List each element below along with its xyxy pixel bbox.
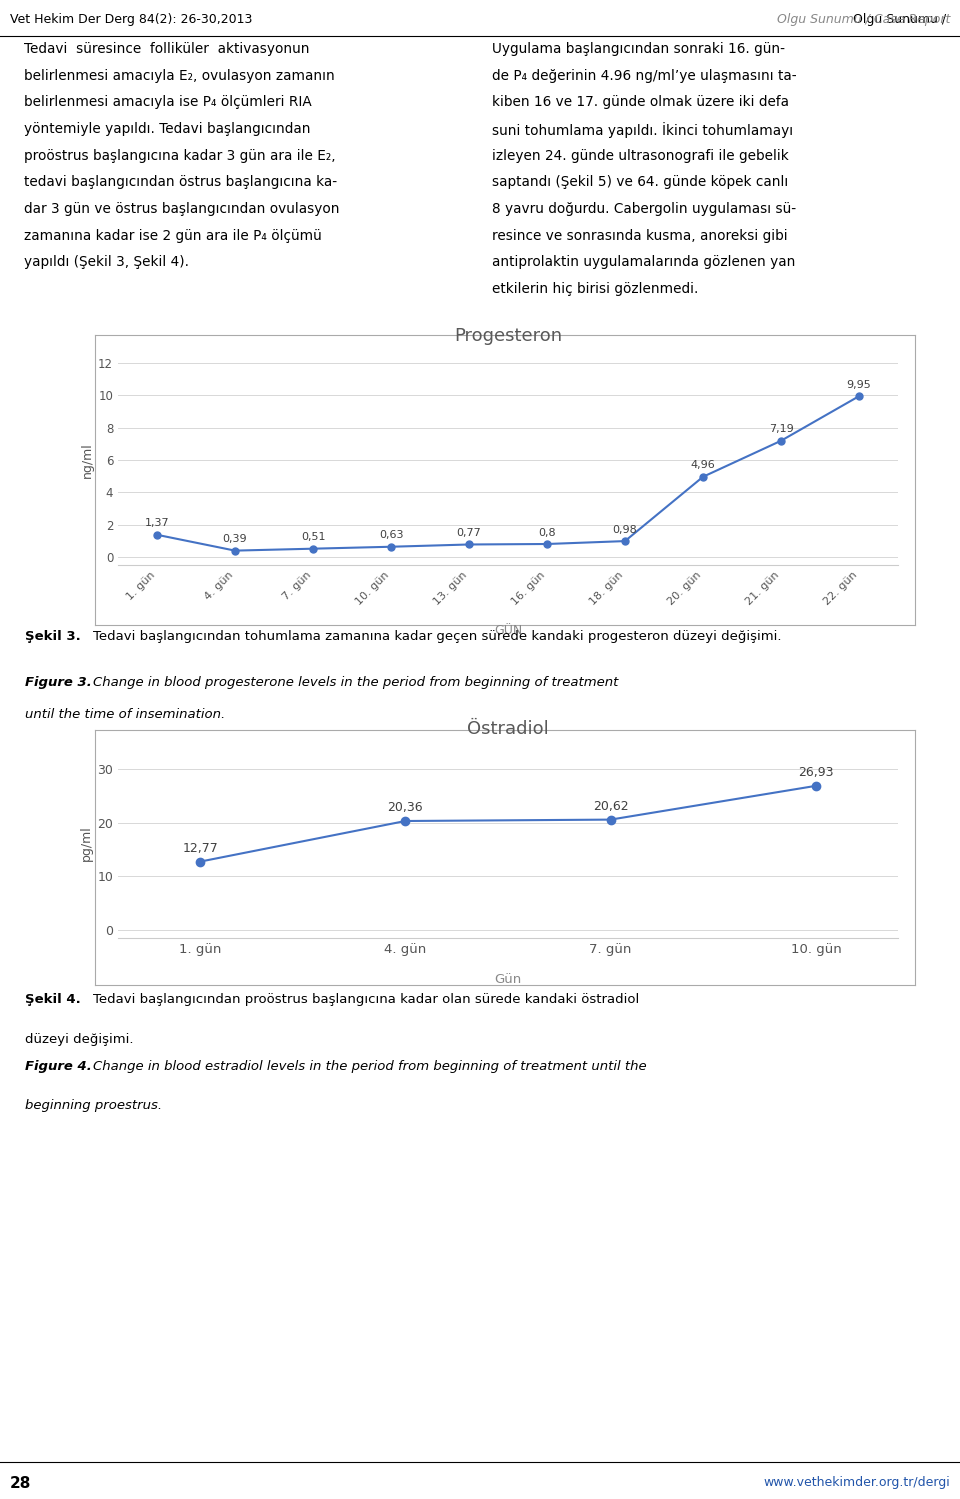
Text: 7,19: 7,19 (769, 424, 793, 435)
Text: beginning proestrus.: beginning proestrus. (25, 1099, 162, 1112)
Text: 28: 28 (10, 1477, 31, 1492)
Text: 20,62: 20,62 (593, 799, 629, 812)
Text: suni tohumlama yapıldı. İkinci tohumlamayı: suni tohumlama yapıldı. İkinci tohumlama… (492, 121, 794, 138)
Y-axis label: pg/ml: pg/ml (80, 824, 93, 860)
Text: Olgu Sunumu / Case Report: Olgu Sunumu / Case Report (777, 13, 950, 27)
Text: proöstrus başlangıcına kadar 3 gün ara ile E₂,: proöstrus başlangıcına kadar 3 gün ara i… (24, 148, 336, 163)
Text: Tedavi başlangıcından proöstrus başlangıcına kadar olan sürede kandaki östradiol: Tedavi başlangıcından proöstrus başlangı… (93, 992, 639, 1006)
X-axis label: GÜN: GÜN (493, 624, 522, 637)
Text: 0,98: 0,98 (612, 525, 637, 535)
Text: 20,36: 20,36 (388, 800, 423, 814)
Text: belirlenmesi amacıyla E₂, ovulasyon zamanın: belirlenmesi amacıyla E₂, ovulasyon zama… (24, 69, 335, 82)
Text: 0,8: 0,8 (539, 528, 556, 538)
Text: de P₄ değerinin 4.96 ng/ml’ye ulaşmasını ta-: de P₄ değerinin 4.96 ng/ml’ye ulaşmasını… (492, 69, 797, 82)
Text: Olgu Sunumu /: Olgu Sunumu / (853, 13, 950, 27)
Text: until the time of insemination.: until the time of insemination. (25, 708, 226, 721)
Text: yöntemiyle yapıldı. Tedavi başlangıcından: yöntemiyle yapıldı. Tedavi başlangıcında… (24, 121, 310, 136)
Text: saptandı (Şekil 5) ve 64. günde köpek canlı: saptandı (Şekil 5) ve 64. günde köpek ca… (492, 175, 789, 189)
Text: Uygulama başlangıcından sonraki 16. gün-: Uygulama başlangıcından sonraki 16. gün- (492, 42, 785, 55)
Text: Şekil 4.: Şekil 4. (25, 992, 81, 1006)
Text: resince ve sonrasında kusma, anoreksi gibi: resince ve sonrasında kusma, anoreksi gi… (492, 229, 788, 243)
Text: 8 yavru doğurdu. Cabergolin uygulaması sü-: 8 yavru doğurdu. Cabergolin uygulaması s… (492, 202, 797, 216)
Text: Vet Hekim Der Derg 84(2): 26-30,2013: Vet Hekim Der Derg 84(2): 26-30,2013 (10, 13, 252, 27)
Text: 1,37: 1,37 (145, 519, 169, 528)
Text: 9,95: 9,95 (847, 379, 872, 390)
Text: zamanına kadar ise 2 gün ara ile P₄ ölçümü: zamanına kadar ise 2 gün ara ile P₄ ölçü… (24, 229, 322, 243)
Text: Figure 4.: Figure 4. (25, 1060, 92, 1073)
X-axis label: Gün: Gün (494, 973, 521, 985)
Title: Progesteron: Progesteron (454, 327, 562, 345)
Text: 0,77: 0,77 (457, 528, 481, 538)
Text: Change in blood estradiol levels in the period from beginning of treatment until: Change in blood estradiol levels in the … (93, 1060, 647, 1073)
Text: tedavi başlangıcından östrus başlangıcına ka-: tedavi başlangıcından östrus başlangıcın… (24, 175, 337, 189)
Text: 0,63: 0,63 (379, 531, 403, 540)
Text: 0,51: 0,51 (300, 532, 325, 543)
Y-axis label: ng/ml: ng/ml (81, 442, 94, 478)
Text: belirlenmesi amacıyla ise P₄ ölçümleri RIA: belirlenmesi amacıyla ise P₄ ölçümleri R… (24, 96, 312, 109)
Text: www.vethekimder.org.tr/dergi: www.vethekimder.org.tr/dergi (763, 1477, 950, 1489)
Text: yapıldı (Şekil 3, Şekil 4).: yapıldı (Şekil 3, Şekil 4). (24, 255, 189, 270)
Text: Change in blood progesterone levels in the period from beginning of treatment: Change in blood progesterone levels in t… (93, 676, 618, 688)
Text: 4,96: 4,96 (690, 460, 715, 471)
Text: dar 3 gün ve östrus başlangıcından ovulasyon: dar 3 gün ve östrus başlangıcından ovula… (24, 202, 340, 216)
Text: Figure 3.: Figure 3. (25, 676, 92, 688)
Text: Tedavi başlangıcından tohumlama zamanına kadar geçen sürede kandaki progesteron : Tedavi başlangıcından tohumlama zamanına… (93, 630, 781, 643)
Text: etkilerin hiç birisi gözlenmedi.: etkilerin hiç birisi gözlenmedi. (492, 282, 699, 295)
Text: Şekil 3.: Şekil 3. (25, 630, 81, 643)
Text: 12,77: 12,77 (182, 841, 218, 854)
Text: kiben 16 ve 17. günde olmak üzere iki defa: kiben 16 ve 17. günde olmak üzere iki de… (492, 96, 789, 109)
Text: 0,39: 0,39 (223, 534, 248, 544)
Title: Östradiol: Östradiol (468, 720, 549, 738)
Text: Tedavi  süresince  folliküler  aktivasyonun: Tedavi süresince folliküler aktivasyonun (24, 42, 309, 55)
Text: 26,93: 26,93 (798, 766, 833, 779)
Text: izleyen 24. günde ultrasonografi ile gebelik: izleyen 24. günde ultrasonografi ile geb… (492, 148, 789, 163)
Text: düzeyi değişimi.: düzeyi değişimi. (25, 1033, 133, 1046)
Text: antiprolaktin uygulamalarında gözlenen yan: antiprolaktin uygulamalarında gözlenen y… (492, 255, 796, 270)
